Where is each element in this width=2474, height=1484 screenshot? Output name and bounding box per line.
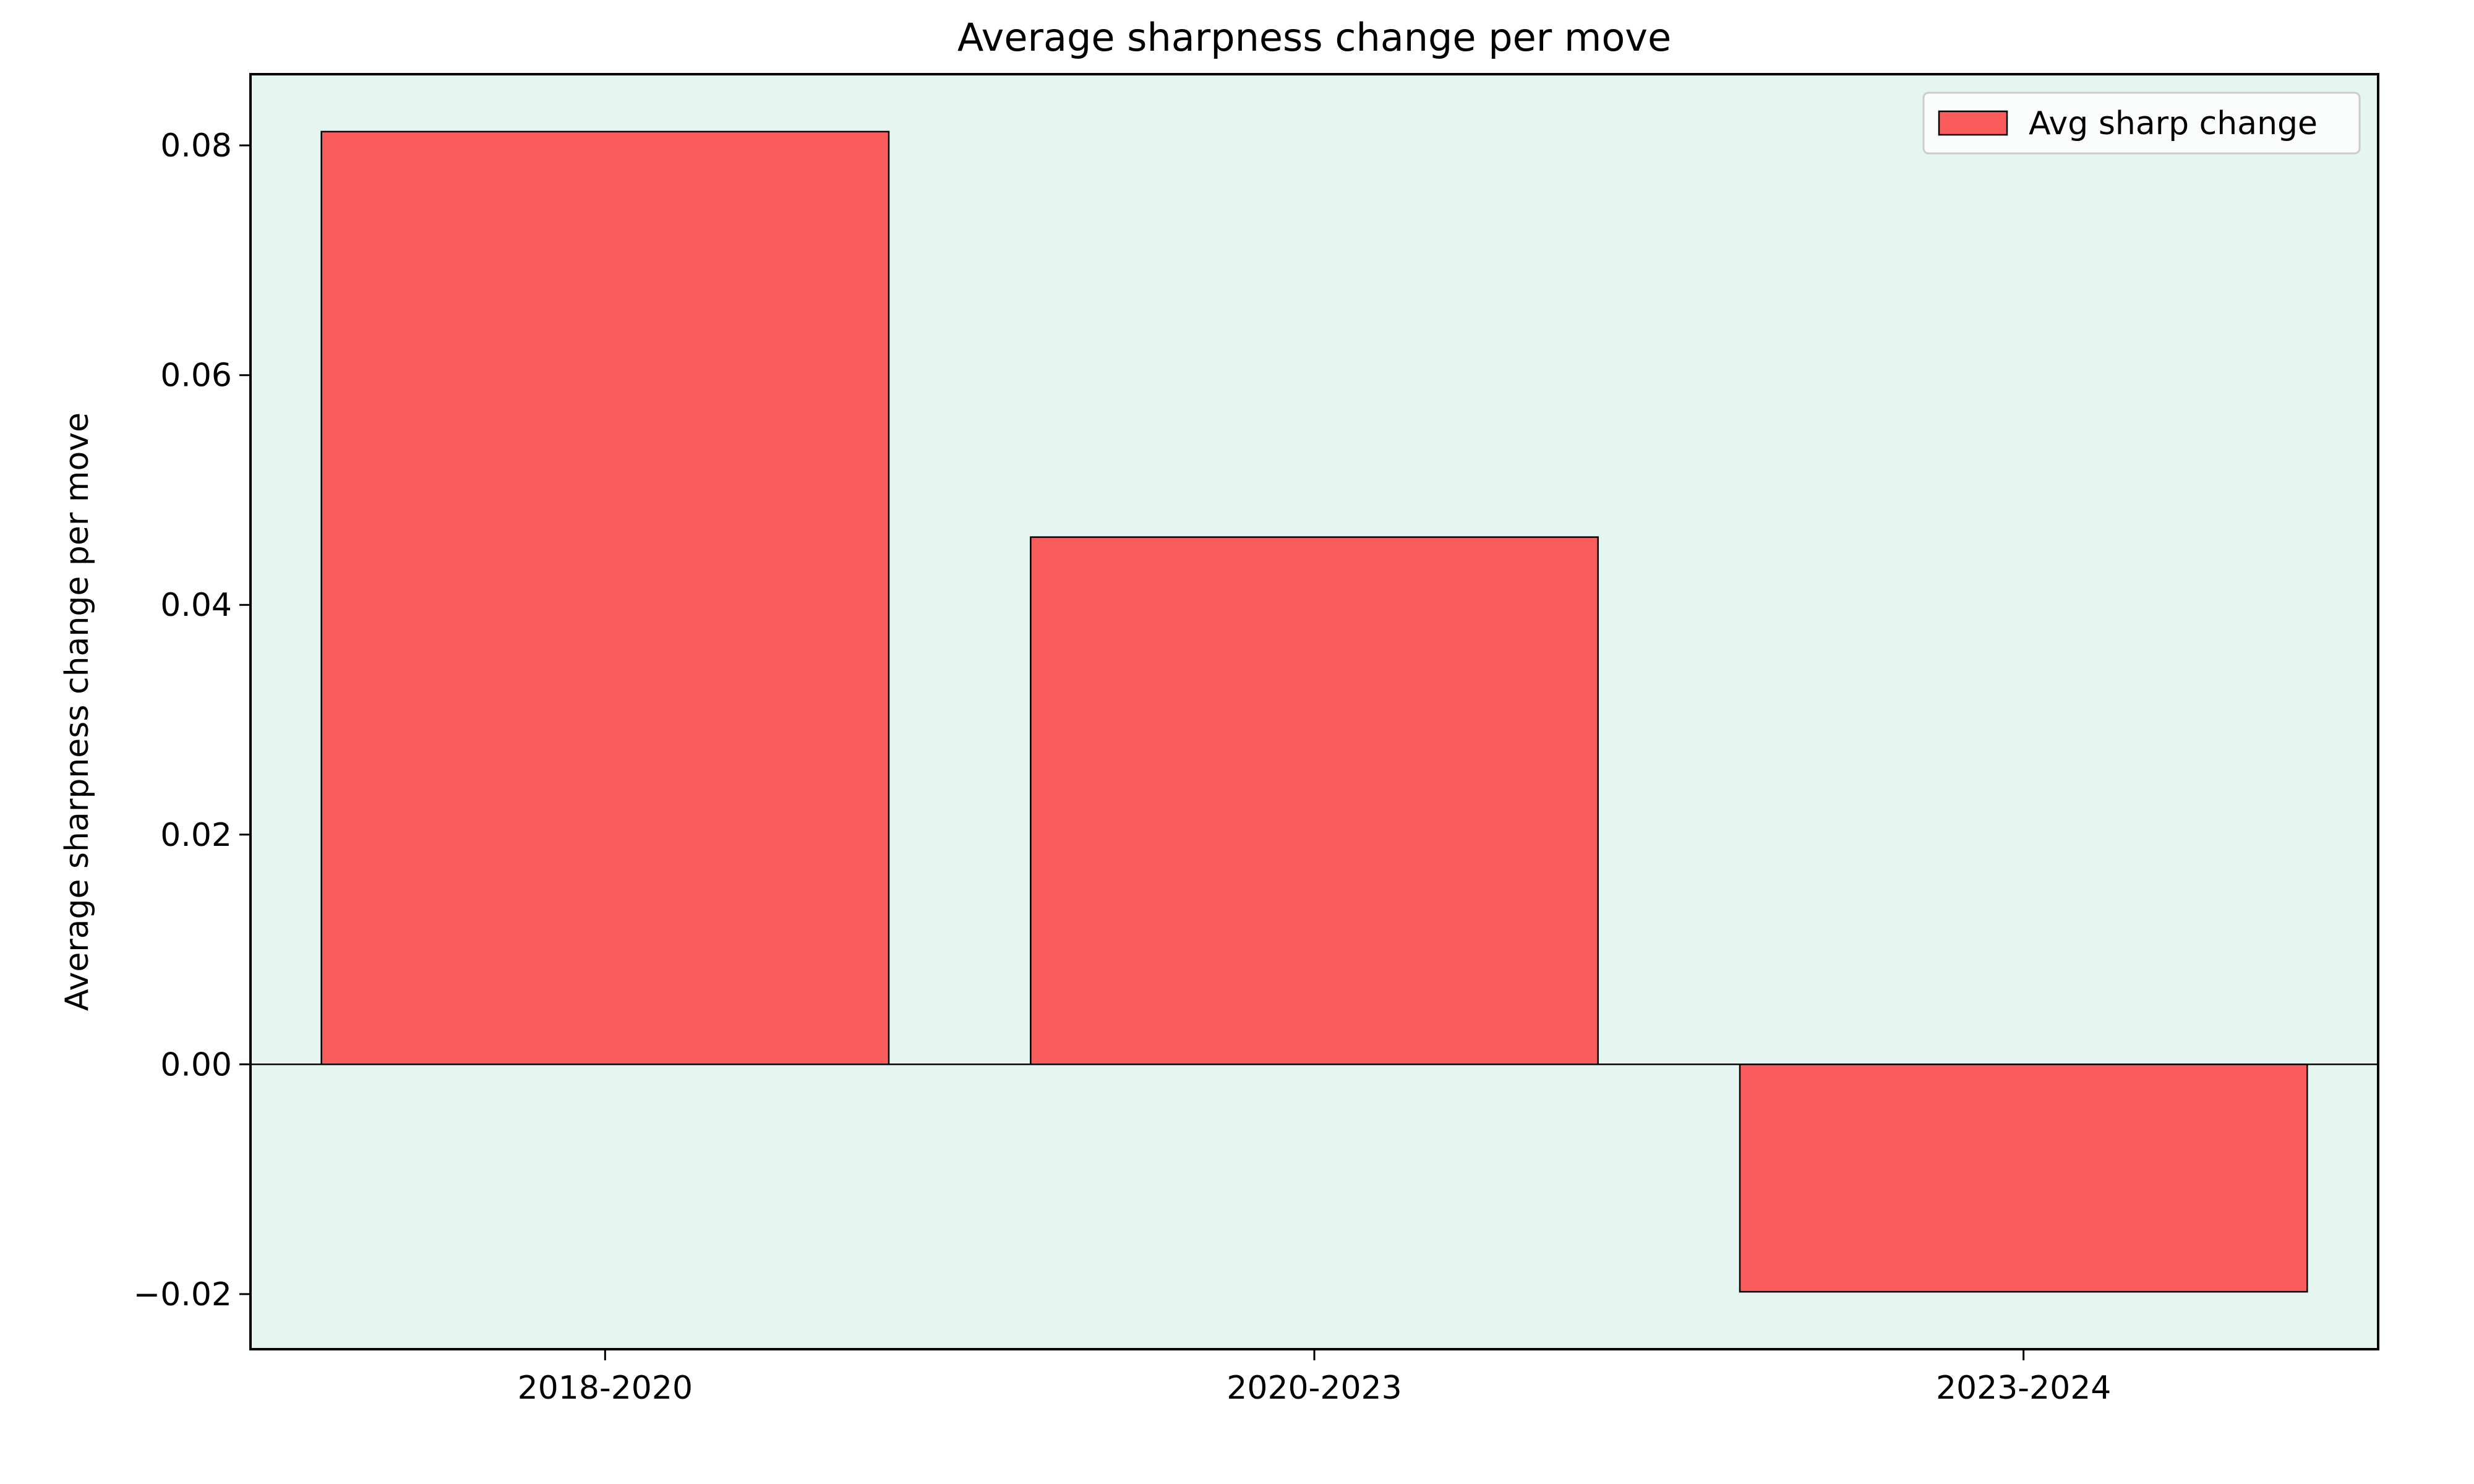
y-axis: −0.02 0.00 0.02 0.04 0.06 0.08 xyxy=(134,127,250,1313)
y-tick-label: 0.08 xyxy=(160,127,232,164)
bars xyxy=(320,130,2308,1293)
plot-frame xyxy=(249,73,2379,1350)
y-tick-label: 0.04 xyxy=(160,587,232,624)
x-tick-label: 2018-2020 xyxy=(518,1370,693,1407)
chart-title: Average sharpness change per move xyxy=(957,15,1671,60)
legend-label: Avg sharp change xyxy=(2029,105,2318,142)
y-tick-label: 0.00 xyxy=(160,1046,232,1083)
bar-2023-2024 xyxy=(1739,1064,2308,1293)
bar-2018-2020 xyxy=(320,130,890,1065)
y-tick-label: 0.02 xyxy=(160,817,232,854)
y-tick-label: 0.06 xyxy=(160,357,232,394)
x-axis: 2018-2020 2020-2023 2023-2024 xyxy=(518,1349,2111,1407)
bar-2020-2023 xyxy=(1030,536,1599,1065)
legend: Avg sharp change xyxy=(1922,92,2361,155)
legend-box xyxy=(1922,92,2361,155)
y-tick-label: −0.02 xyxy=(134,1276,232,1313)
x-tick-label: 2020-2023 xyxy=(1226,1370,1402,1407)
legend-swatch xyxy=(1938,110,2008,136)
x-tick-label: 2023-2024 xyxy=(1936,1370,2111,1407)
y-axis-label: Average sharpness change per move xyxy=(59,412,96,1011)
